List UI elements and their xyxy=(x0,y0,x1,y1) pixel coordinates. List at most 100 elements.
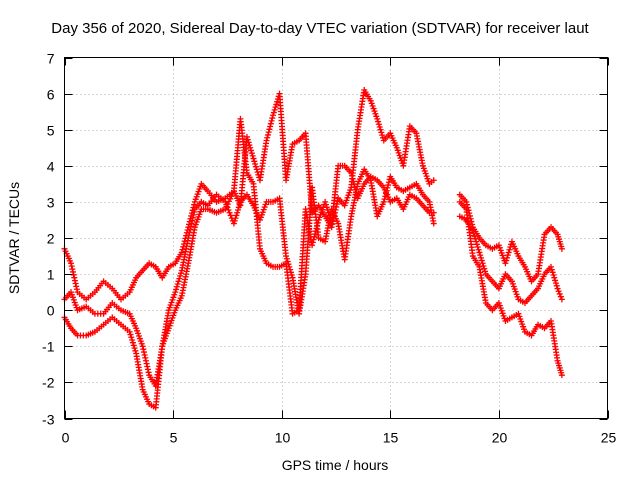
x-axis-label: GPS time / hours xyxy=(282,457,389,473)
data-point xyxy=(189,217,196,224)
data-point xyxy=(378,129,385,136)
data-point xyxy=(283,255,290,262)
data-point xyxy=(352,186,359,193)
data-point xyxy=(71,274,78,281)
data-point xyxy=(271,106,278,113)
data-point xyxy=(173,283,180,290)
data-point xyxy=(188,220,195,227)
data-point xyxy=(236,201,243,208)
data-point xyxy=(550,272,557,279)
data-point xyxy=(471,233,478,240)
x-tick-label: 5 xyxy=(170,430,178,446)
y-tick-label: -3 xyxy=(42,412,55,428)
data-point xyxy=(69,268,76,275)
data-point xyxy=(269,115,276,122)
data-point xyxy=(551,274,558,281)
data-point xyxy=(463,198,470,205)
data-point xyxy=(324,207,331,214)
data-point xyxy=(474,244,481,251)
data-point xyxy=(310,236,317,243)
data-point xyxy=(385,179,392,186)
data-point xyxy=(191,209,198,216)
data-point xyxy=(322,201,329,208)
data-point xyxy=(145,369,152,376)
data-point xyxy=(349,175,356,182)
data-point xyxy=(235,204,242,211)
data-point xyxy=(348,172,355,179)
data-point xyxy=(245,139,252,146)
data-point xyxy=(234,207,241,214)
data-point xyxy=(140,346,147,353)
data-point xyxy=(69,266,76,273)
data-point xyxy=(129,339,136,346)
data-point xyxy=(469,227,476,234)
x-tick-label: 25 xyxy=(601,430,617,446)
data-point xyxy=(132,347,139,354)
data-point xyxy=(230,220,237,227)
data-point xyxy=(323,204,330,211)
data-point xyxy=(139,343,146,350)
data-point xyxy=(233,212,240,219)
data-point xyxy=(309,239,316,246)
data-point xyxy=(380,198,387,205)
data-point xyxy=(177,270,184,277)
data-point xyxy=(226,209,233,216)
data-point xyxy=(174,281,181,288)
data-point xyxy=(248,147,255,154)
data-point xyxy=(250,155,257,162)
y-axis-label: SDTVAR / TECUs xyxy=(6,182,22,294)
data-point xyxy=(350,178,357,185)
y-tick-label: 7 xyxy=(47,51,55,67)
data-point xyxy=(377,126,384,133)
data-point xyxy=(73,286,80,293)
y-tick-label: 6 xyxy=(47,87,55,103)
x-tick-labels: 0 5 10 15 20 25 xyxy=(62,430,617,446)
data-point xyxy=(72,280,79,287)
data-point xyxy=(270,112,277,119)
data-point xyxy=(189,214,196,221)
data-point xyxy=(473,241,480,248)
data-point xyxy=(178,249,185,256)
y-tick-label: 4 xyxy=(47,159,55,175)
data-point xyxy=(283,253,290,260)
y-tick-label: -1 xyxy=(42,339,55,355)
data-point xyxy=(473,238,480,245)
data-point xyxy=(312,230,319,237)
data-point xyxy=(482,268,489,275)
data-point xyxy=(251,158,258,165)
data-point xyxy=(504,254,511,261)
data-point xyxy=(379,132,386,139)
data-point xyxy=(141,351,148,358)
y-tick-label: -2 xyxy=(42,375,55,391)
data-point xyxy=(234,209,241,216)
x-tick-label: 0 xyxy=(62,430,70,446)
data-point xyxy=(348,170,355,177)
data-point xyxy=(252,163,259,170)
data-point xyxy=(173,286,180,293)
data-point xyxy=(273,101,280,108)
data-point xyxy=(479,260,486,267)
data-point xyxy=(376,123,383,130)
data-point xyxy=(351,184,358,191)
data-point xyxy=(190,211,197,218)
y-tick-label: 3 xyxy=(47,195,55,211)
data-point xyxy=(312,228,319,235)
data-point xyxy=(314,222,321,229)
data-point xyxy=(375,118,382,125)
data-point xyxy=(172,289,179,296)
data-point xyxy=(68,263,75,270)
data-point xyxy=(263,137,270,144)
data-point xyxy=(554,285,561,292)
data-point xyxy=(175,278,182,285)
data-point xyxy=(351,181,358,188)
data-point xyxy=(225,207,232,214)
data-point xyxy=(558,296,565,303)
data-point xyxy=(142,357,149,364)
data-point xyxy=(227,212,234,219)
data-point xyxy=(187,223,194,230)
data-point xyxy=(272,104,279,111)
data-point xyxy=(552,280,559,287)
data-point xyxy=(502,260,509,267)
data-point xyxy=(267,120,274,127)
data-point xyxy=(557,293,564,300)
